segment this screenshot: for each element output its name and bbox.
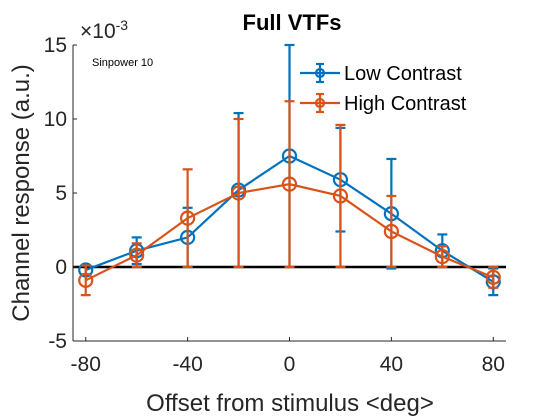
x-tick-label: 0 — [284, 353, 296, 376]
y-multiplier: ×10-3 — [80, 17, 128, 43]
x-axis-label: Offset from stimulus <deg> — [146, 390, 434, 417]
legend-item: High Contrast — [300, 92, 467, 115]
legend-item: Low Contrast — [300, 62, 462, 85]
data-point — [332, 188, 349, 204]
legend-label: High Contrast — [344, 93, 467, 115]
x-tick-label: 80 — [482, 353, 505, 376]
data-point — [230, 185, 247, 201]
x-tick-label: -80 — [71, 353, 101, 376]
y-axis-label: Channel response (a.u.) — [8, 64, 35, 321]
data-point — [281, 176, 298, 192]
data-point — [485, 269, 501, 285]
series-high-contrast — [78, 100, 501, 297]
legend-marker — [314, 67, 326, 79]
legend-label: Low Contrast — [344, 63, 462, 85]
data-point — [180, 210, 196, 226]
legend: Low Contrast High Contrast — [300, 62, 467, 115]
data-point — [434, 249, 450, 265]
data-point — [383, 223, 399, 240]
y-tick-label: 0 — [55, 256, 67, 279]
x-tick-label: 40 — [380, 353, 403, 376]
y-tick-label: 15 — [44, 34, 67, 57]
data-point — [78, 272, 94, 288]
y-tick-label: -5 — [48, 330, 67, 353]
x-tick-label: -40 — [172, 353, 202, 376]
y-tick-label: 5 — [55, 182, 67, 205]
y-tick-label: 10 — [44, 108, 67, 131]
data-point — [129, 247, 145, 263]
legend-marker — [314, 97, 326, 109]
chart-title: Full VTFs — [243, 10, 342, 35]
annotation-text: Sinpower 10 — [92, 57, 153, 69]
series-line — [85, 182, 494, 282]
